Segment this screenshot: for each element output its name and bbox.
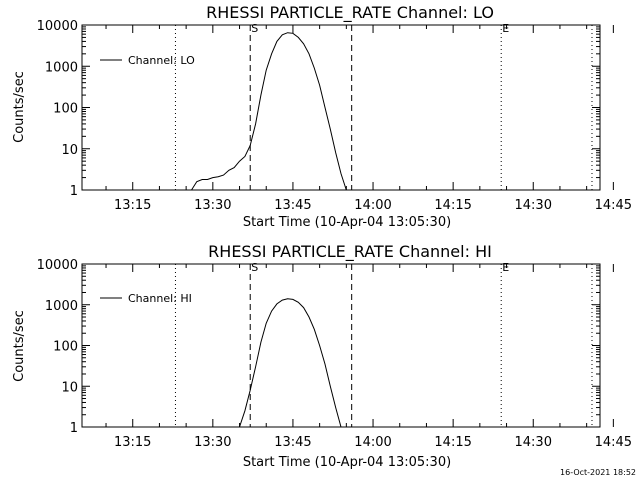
x-tick-label: 14:30 <box>515 435 552 450</box>
y-tick-label: 10 <box>61 380 78 395</box>
legend: Channel: HI <box>100 292 192 305</box>
chart-title: RHESSI PARTICLE_RATE Channel: HI <box>208 242 492 262</box>
plot-frame <box>81 24 601 191</box>
y-tick-label: 10000 <box>37 258 78 273</box>
x-tick-label: 13:45 <box>274 198 311 213</box>
x-tick-label: 14:15 <box>434 198 471 213</box>
x-tick-label: 13:45 <box>274 435 311 450</box>
plot-frame <box>81 263 601 428</box>
legend-label: Channel: LO <box>128 54 195 67</box>
x-tick-label: 14:45 <box>595 198 632 213</box>
x-axis-label: Start Time (10-Apr-04 13:05:30) <box>243 215 451 230</box>
x-tick-label: 14:15 <box>434 435 471 450</box>
y-tick-label: 1000 <box>45 299 78 314</box>
y-tick-label: 100 <box>53 102 78 117</box>
y-axis: 1 10 100 1000 10000 <box>37 19 600 199</box>
chart-lo: RHESSI PARTICLE_RATE Channel: LO 1101001… <box>12 3 632 230</box>
y-tick-label: 10 <box>61 143 78 158</box>
footer-timestamp: 16-Oct-2021 18:52 <box>560 468 636 477</box>
x-tick-label: 14:45 <box>595 435 632 450</box>
y-axis-label: Counts/sec <box>12 310 27 382</box>
x-tick-label: 14:00 <box>354 198 391 213</box>
y-axis: 1 10 100 1000 10000 <box>37 258 600 436</box>
chart-title: RHESSI PARTICLE_RATE Channel: LO <box>206 3 494 23</box>
event-marker-label: E <box>502 22 509 35</box>
x-tick-label: 14:30 <box>515 198 552 213</box>
y-tick-label: 100 <box>53 340 78 355</box>
event-marker-label: S <box>251 22 258 35</box>
chart-hi: RHESSI PARTICLE_RATE Channel: HI 1101001… <box>12 242 632 470</box>
y-tick-label: 1 <box>70 184 78 199</box>
x-tick-label: 13:15 <box>114 435 151 450</box>
event-marker-label: S <box>251 261 258 274</box>
y-tick-label: 10000 <box>37 19 78 34</box>
x-tick-label: 14:00 <box>354 435 391 450</box>
x-axis-label: Start Time (10-Apr-04 13:05:30) <box>243 455 451 470</box>
event-marker-label: E <box>502 261 509 274</box>
y-axis-label: Counts/sec <box>12 71 27 143</box>
series-line <box>239 298 342 428</box>
y-tick-label: 1000 <box>45 60 78 75</box>
series-line <box>191 32 347 191</box>
x-tick-label: 13:30 <box>194 435 231 450</box>
legend: Channel: LO <box>100 54 195 67</box>
legend-label: Channel: HI <box>128 292 192 305</box>
x-tick-label: 13:30 <box>194 198 231 213</box>
y-tick-label: 1 <box>70 421 78 436</box>
x-tick-label: 13:15 <box>114 198 151 213</box>
x-axis: 13:15 13:30 13:45 14:00 14:15 14:30 14:45 <box>105 25 632 213</box>
x-axis: 13:15 13:30 13:45 14:00 14:15 14:30 14:45 <box>105 264 632 450</box>
